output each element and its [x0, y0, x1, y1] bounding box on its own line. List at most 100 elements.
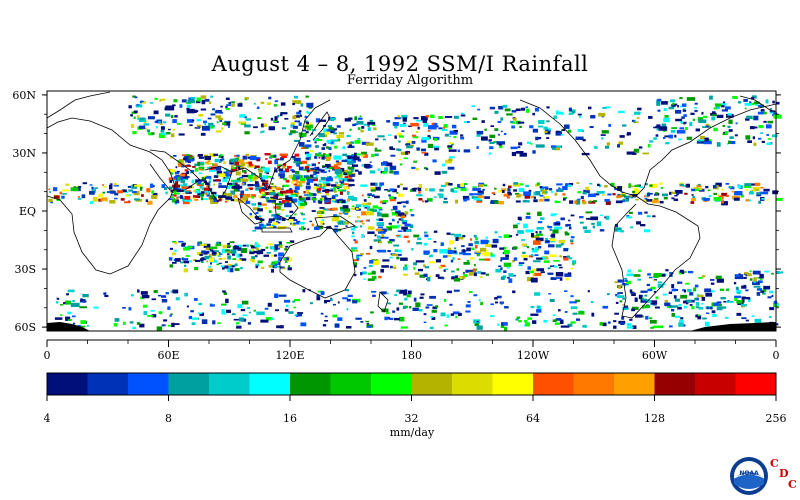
rain-cell [287, 165, 292, 169]
rain-cell [293, 95, 298, 99]
rain-cell [498, 236, 502, 238]
rain-cell [339, 206, 345, 210]
rain-cell [569, 200, 574, 204]
rain-cell [284, 308, 289, 312]
rain-cell [160, 123, 163, 126]
rain-cell [278, 245, 283, 248]
rain-cell [134, 184, 142, 187]
rain-cell [541, 186, 549, 189]
rain-cell [545, 191, 548, 194]
rain-cell [415, 302, 421, 308]
rain-cell [302, 289, 306, 293]
rain-cell [151, 194, 158, 200]
rain-cell [668, 106, 675, 110]
rain-cell [710, 279, 715, 281]
rain-cell [393, 196, 397, 200]
rain-cell [254, 244, 261, 248]
rain-cell [290, 169, 294, 172]
rain-cell [260, 248, 266, 252]
rain-cell [132, 95, 136, 98]
rain-cell [574, 200, 577, 204]
rain-cell [634, 297, 638, 302]
rain-cell [332, 303, 336, 306]
rain-cell [655, 134, 659, 137]
rain-cell [223, 171, 227, 174]
rain-cell [485, 236, 488, 239]
rain-cell [703, 197, 710, 201]
rain-cell [215, 115, 222, 119]
rain-cell [197, 193, 204, 198]
rain-cell [466, 197, 470, 201]
rain-cell [257, 260, 263, 264]
rain-cell [109, 200, 116, 204]
rain-cell [137, 322, 141, 325]
rain-cell [513, 182, 519, 185]
rain-cell [506, 196, 510, 199]
rain-cell [734, 197, 740, 201]
rain-cell [295, 181, 303, 184]
rain-cell [556, 221, 560, 223]
rain-cell [400, 326, 408, 329]
rain-cell [228, 101, 232, 105]
rain-cell [585, 211, 593, 214]
rain-cell [373, 260, 380, 266]
rain-cell [532, 150, 536, 154]
rain-cell [226, 251, 232, 254]
rain-cell [146, 188, 150, 191]
rainfall-layer [48, 95, 784, 332]
rain-cell [181, 186, 190, 189]
rain-cell [620, 230, 624, 233]
rain-cell [160, 129, 165, 133]
rain-cell [745, 199, 749, 202]
rain-cell [306, 157, 310, 161]
rain-cell [361, 164, 366, 167]
rain-cell [584, 229, 591, 234]
rain-cell [173, 176, 179, 179]
rain-cell [216, 170, 223, 174]
rain-cell [408, 125, 412, 128]
rain-cell [271, 268, 275, 273]
rain-cell [263, 180, 269, 183]
rain-cell [494, 301, 498, 304]
rain-cell [226, 185, 231, 189]
rain-cell [418, 309, 423, 312]
rain-cell [545, 128, 551, 132]
rain-cell [754, 318, 762, 323]
rain-cell [215, 243, 222, 247]
rain-cell [743, 276, 747, 279]
rain-cell [726, 143, 729, 145]
rain-cell [754, 182, 761, 187]
rain-cell [491, 244, 498, 248]
rain-cell [449, 303, 453, 306]
rain-cell [736, 299, 743, 304]
rain-cell [398, 218, 404, 221]
rain-cell [328, 166, 333, 170]
rain-cell [305, 131, 309, 134]
rain-cell [654, 198, 659, 201]
rain-cell [450, 233, 455, 236]
rain-cell [184, 198, 190, 202]
rain-cell [462, 249, 466, 253]
rain-cell [644, 183, 648, 186]
rain-cell [596, 190, 605, 194]
rain-cell [474, 263, 476, 267]
rain-cell [752, 281, 760, 286]
rain-cell [198, 172, 203, 175]
rain-cell [409, 305, 412, 309]
rain-cell [373, 127, 377, 131]
rain-cell [668, 272, 673, 274]
rain-cell [563, 256, 567, 259]
rain-cell [694, 102, 698, 105]
rain-cell [220, 158, 223, 162]
rain-cell [206, 192, 210, 197]
rain-cell [208, 197, 211, 200]
rain-cell [165, 292, 169, 295]
rain-cell [701, 111, 704, 115]
rain-cell [242, 155, 248, 160]
rain-cell [394, 126, 398, 129]
rain-cell [619, 194, 626, 197]
rain-cell [62, 189, 69, 192]
rain-cell [672, 102, 675, 106]
rain-cell [261, 191, 265, 195]
rain-cell [344, 118, 351, 122]
